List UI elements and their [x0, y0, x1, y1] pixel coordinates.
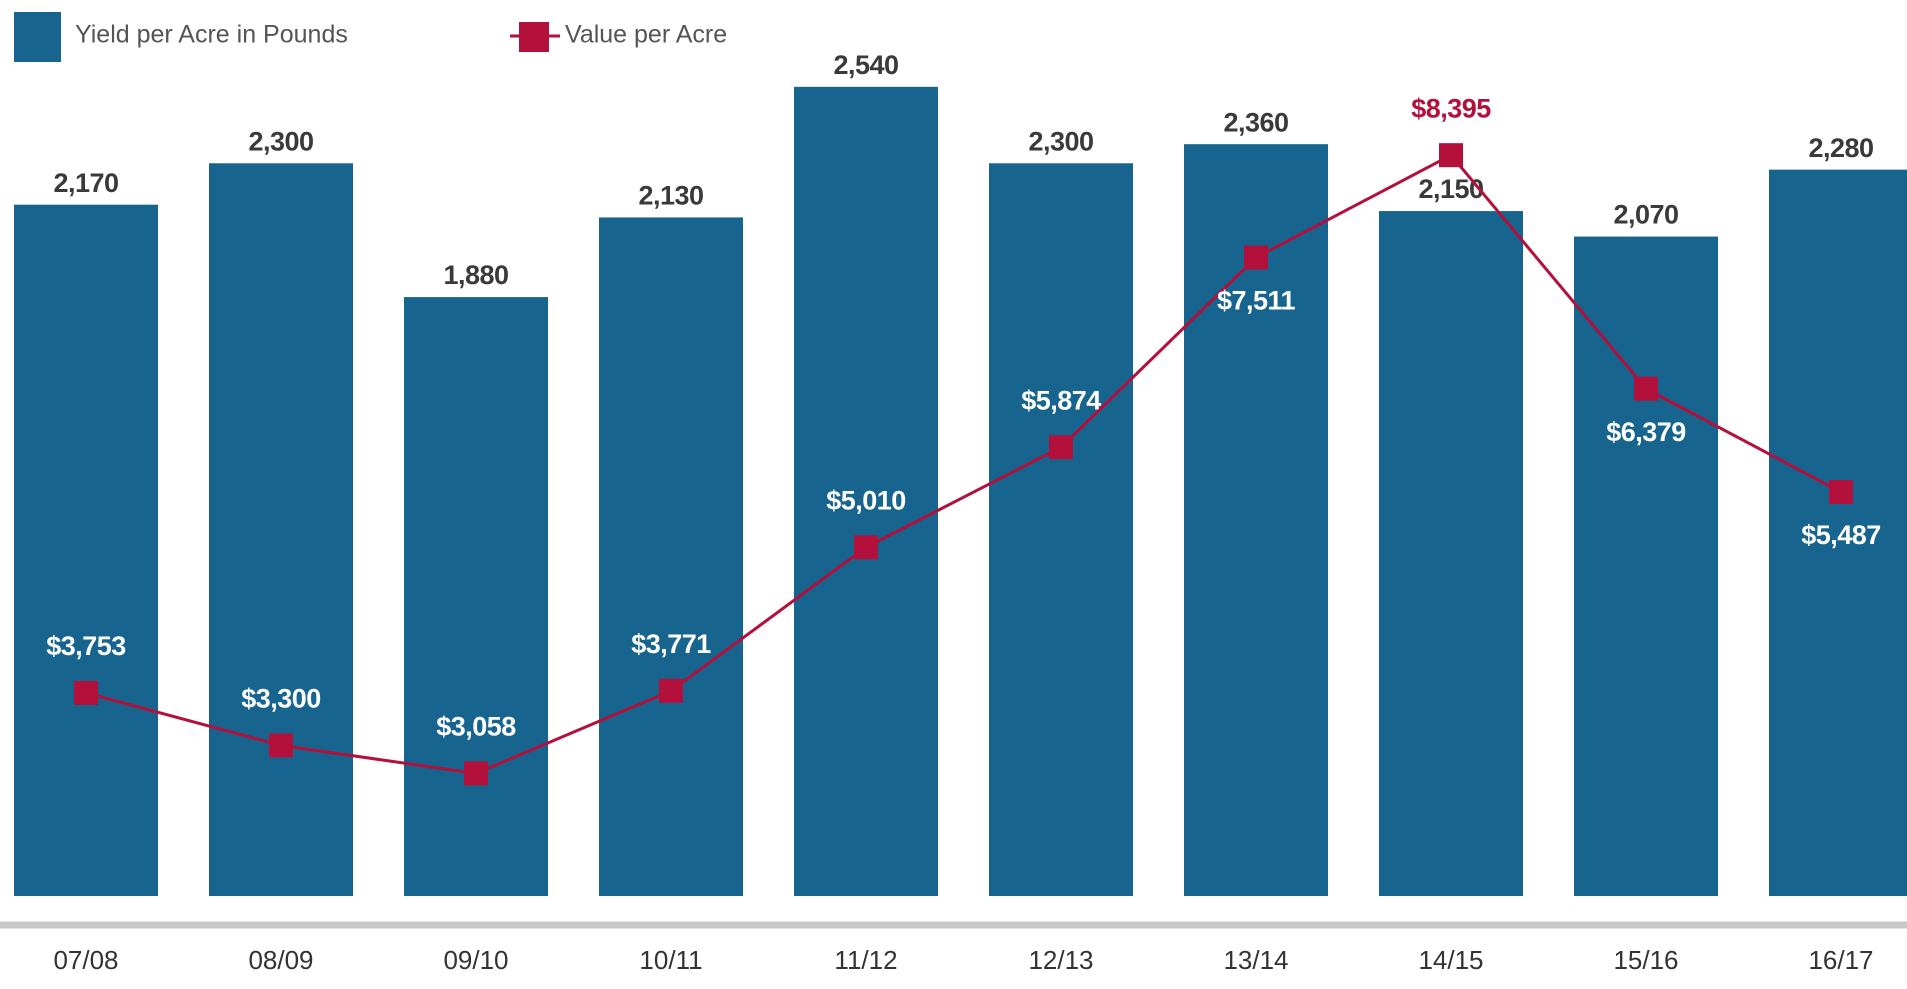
bar [209, 163, 353, 897]
bar-value-label: 2,300 [1028, 126, 1093, 156]
bar [989, 163, 1133, 897]
line-marker [1439, 143, 1463, 168]
bar-value-label: 2,130 [638, 181, 703, 211]
bar [404, 297, 548, 897]
line-value-label: $5,010 [826, 485, 906, 515]
bar [599, 217, 743, 896]
x-tick-label: 16/17 [1808, 945, 1873, 975]
line-marker [854, 535, 878, 560]
line-value-label: $3,753 [46, 631, 126, 661]
line-marker [1634, 376, 1658, 401]
bar-value-label: 2,170 [53, 168, 118, 198]
x-tick-label: 08/09 [248, 945, 313, 975]
legend-swatch [519, 22, 549, 52]
line-value-label: $6,379 [1606, 417, 1686, 447]
line-value-label: $8,395 [1411, 93, 1491, 123]
x-tick-label: 14/15 [1418, 945, 1483, 975]
line-marker [1049, 435, 1073, 460]
x-tick-label: 07/08 [53, 945, 118, 975]
x-tick-label: 09/10 [443, 945, 508, 975]
bar-value-label: 2,150 [1418, 174, 1483, 204]
line-value-label: $3,058 [436, 712, 516, 742]
line-value-label: $5,487 [1801, 520, 1881, 550]
bar [14, 204, 158, 896]
x-tick-label: 15/16 [1613, 945, 1678, 975]
line-marker [269, 733, 293, 758]
legend-label: Value per Acre [565, 21, 727, 49]
bar [1769, 169, 1907, 896]
line-value-label: $3,300 [241, 684, 321, 714]
bar-value-label: 1,880 [443, 260, 508, 290]
bar [1574, 236, 1718, 897]
bar-value-label: 2,540 [833, 50, 898, 80]
legend-swatch [14, 12, 61, 62]
bar-value-label: 2,280 [1808, 133, 1873, 163]
line-marker [1829, 480, 1853, 505]
line-value-label: $5,874 [1021, 385, 1101, 415]
bar [794, 86, 938, 897]
legend-label: Yield per Acre in Pounds [75, 21, 348, 49]
line-marker [1244, 245, 1268, 270]
bar-value-label: 2,360 [1223, 107, 1288, 137]
line-marker [659, 678, 683, 703]
line [85, 153, 1842, 775]
line-marker [74, 680, 98, 705]
line-value-label: $7,511 [1217, 286, 1296, 316]
x-tick-label: 12/13 [1028, 945, 1093, 975]
bar-value-label: 2,300 [248, 126, 313, 156]
x-tick-label: 13/14 [1223, 945, 1288, 975]
x-tick-label: 10/11 [639, 945, 702, 975]
bar-value-label: 2,070 [1613, 200, 1678, 230]
line-value-label: $3,771 [631, 629, 711, 659]
x-tick-label: 11/12 [834, 945, 897, 975]
line-marker [464, 761, 488, 786]
bar [1379, 211, 1523, 897]
